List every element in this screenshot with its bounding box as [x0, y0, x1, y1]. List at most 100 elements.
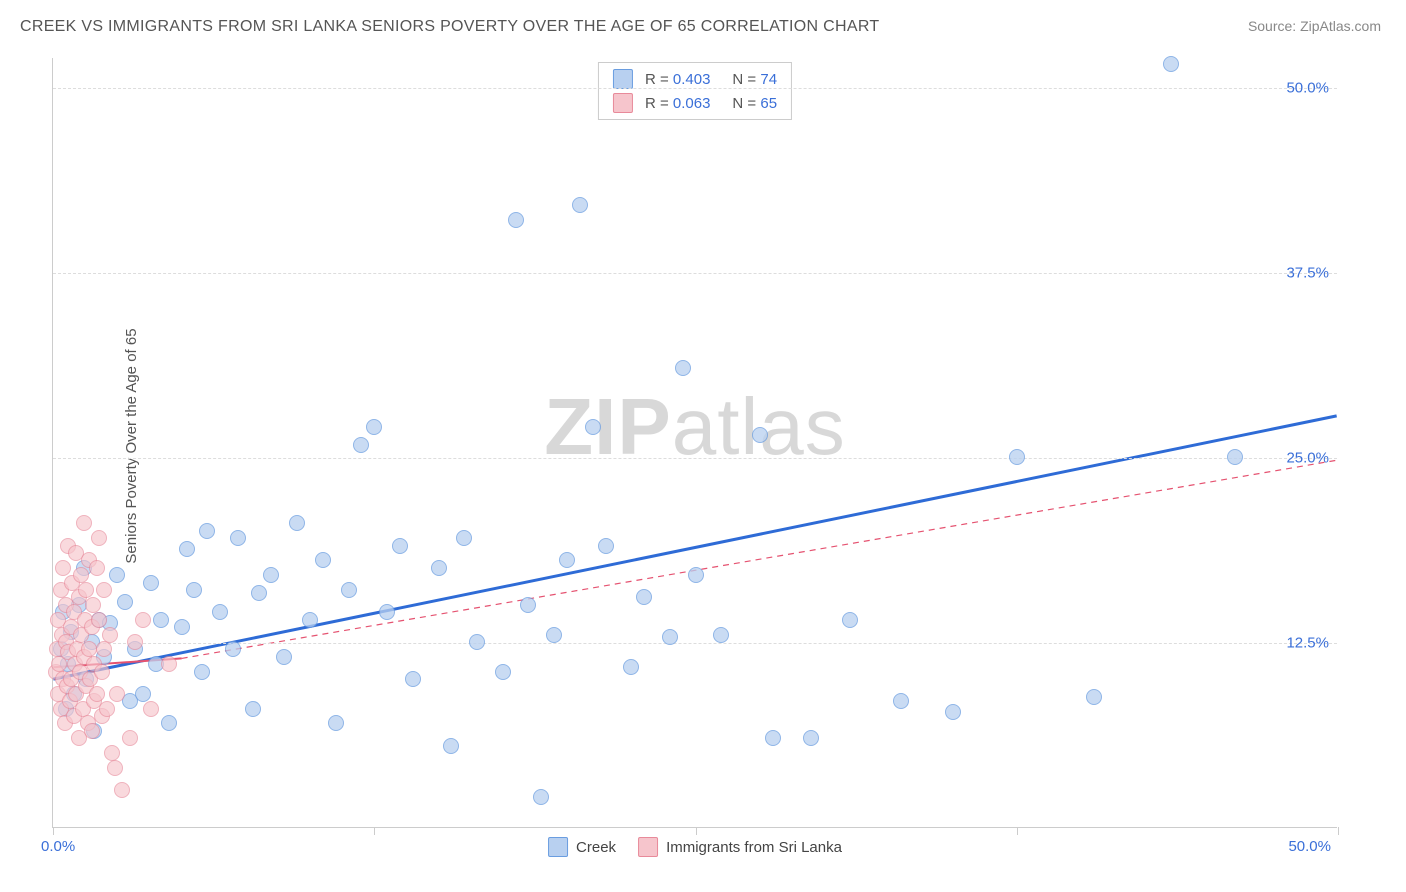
scatter-point — [469, 634, 485, 650]
gridline-h — [53, 273, 1337, 274]
scatter-point — [122, 730, 138, 746]
scatter-point — [76, 515, 92, 531]
scatter-point — [225, 641, 241, 657]
scatter-point — [713, 627, 729, 643]
scatter-point — [443, 738, 459, 754]
x-tick — [374, 827, 375, 835]
scatter-point — [495, 664, 511, 680]
scatter-point — [1086, 689, 1102, 705]
source-label: Source: ZipAtlas.com — [1248, 18, 1381, 34]
scatter-point — [688, 567, 704, 583]
scatter-point — [102, 627, 118, 643]
y-tick-label: 25.0% — [1286, 449, 1329, 466]
scatter-point — [230, 530, 246, 546]
trend-line — [182, 460, 1337, 658]
scatter-point — [1227, 449, 1243, 465]
scatter-point — [289, 515, 305, 531]
scatter-point — [55, 560, 71, 576]
scatter-point — [1009, 449, 1025, 465]
scatter-point — [803, 730, 819, 746]
scatter-point — [84, 723, 100, 739]
scatter-point — [245, 701, 261, 717]
scatter-point — [341, 582, 357, 598]
x-tick — [53, 827, 54, 835]
scatter-point — [143, 575, 159, 591]
scatter-point — [161, 656, 177, 672]
scatter-point — [104, 745, 120, 761]
scatter-point — [109, 567, 125, 583]
scatter-point — [675, 360, 691, 376]
legend-series: Creek Immigrants from Sri Lanka — [548, 837, 842, 857]
scatter-point — [752, 427, 768, 443]
legend-n-label: N = 74 — [732, 71, 777, 88]
legend-label: Creek — [576, 839, 616, 856]
x-max-label: 50.0% — [1288, 838, 1331, 855]
legend-correlation: R = 0.403 N = 74 R = 0.063 N = 65 — [598, 62, 792, 120]
scatter-point — [765, 730, 781, 746]
chart-title: CREEK VS IMMIGRANTS FROM SRI LANKA SENIO… — [20, 18, 879, 36]
legend-item: Immigrants from Sri Lanka — [638, 837, 842, 857]
legend-stat-row: R = 0.063 N = 65 — [609, 91, 781, 115]
scatter-point — [199, 523, 215, 539]
legend-item: Creek — [548, 837, 616, 857]
x-tick — [696, 827, 697, 835]
scatter-point — [186, 582, 202, 598]
scatter-point — [135, 686, 151, 702]
scatter-point — [315, 552, 331, 568]
scatter-point — [520, 597, 536, 613]
scatter-point — [598, 538, 614, 554]
scatter-point — [143, 701, 159, 717]
scatter-point — [179, 541, 195, 557]
scatter-point — [91, 612, 107, 628]
legend-r-label: R = 0.063 — [645, 95, 710, 112]
legend-swatch — [613, 69, 633, 89]
scatter-point — [893, 693, 909, 709]
scatter-point — [85, 597, 101, 613]
scatter-point — [328, 715, 344, 731]
scatter-point — [379, 604, 395, 620]
scatter-point — [78, 582, 94, 598]
x-tick — [1338, 827, 1339, 835]
scatter-point — [366, 419, 382, 435]
scatter-point — [212, 604, 228, 620]
legend-label: Immigrants from Sri Lanka — [666, 839, 842, 856]
y-tick-label: 12.5% — [1286, 634, 1329, 651]
scatter-point — [96, 582, 112, 598]
chart-container: CREEK VS IMMIGRANTS FROM SRI LANKA SENIO… — [0, 0, 1406, 892]
scatter-point — [842, 612, 858, 628]
scatter-point — [107, 760, 123, 776]
scatter-point — [302, 612, 318, 628]
scatter-point — [117, 594, 133, 610]
scatter-point — [431, 560, 447, 576]
scatter-point — [1163, 56, 1179, 72]
legend-n-label: N = 65 — [732, 95, 777, 112]
legend-r-label: R = 0.403 — [645, 71, 710, 88]
x-origin-label: 0.0% — [41, 838, 75, 855]
gridline-h — [53, 458, 1337, 459]
scatter-point — [194, 664, 210, 680]
scatter-point — [174, 619, 190, 635]
scatter-point — [533, 789, 549, 805]
x-tick — [1017, 827, 1018, 835]
gridline-h — [53, 643, 1337, 644]
plot-area: ZIPatlas R = 0.403N = 74R = 0.063N = 65 … — [52, 58, 1337, 828]
scatter-point — [94, 664, 110, 680]
trend-line — [53, 416, 1336, 679]
legend-swatch — [613, 93, 633, 113]
scatter-point — [127, 634, 143, 650]
scatter-point — [276, 649, 292, 665]
scatter-point — [89, 560, 105, 576]
gridline-h — [53, 88, 1337, 89]
scatter-point — [546, 627, 562, 643]
scatter-point — [572, 197, 588, 213]
scatter-point — [161, 715, 177, 731]
scatter-point — [89, 686, 105, 702]
y-tick-label: 37.5% — [1286, 264, 1329, 281]
scatter-point — [135, 612, 151, 628]
scatter-point — [585, 419, 601, 435]
scatter-point — [353, 437, 369, 453]
scatter-point — [91, 530, 107, 546]
scatter-point — [263, 567, 279, 583]
scatter-point — [456, 530, 472, 546]
scatter-point — [636, 589, 652, 605]
